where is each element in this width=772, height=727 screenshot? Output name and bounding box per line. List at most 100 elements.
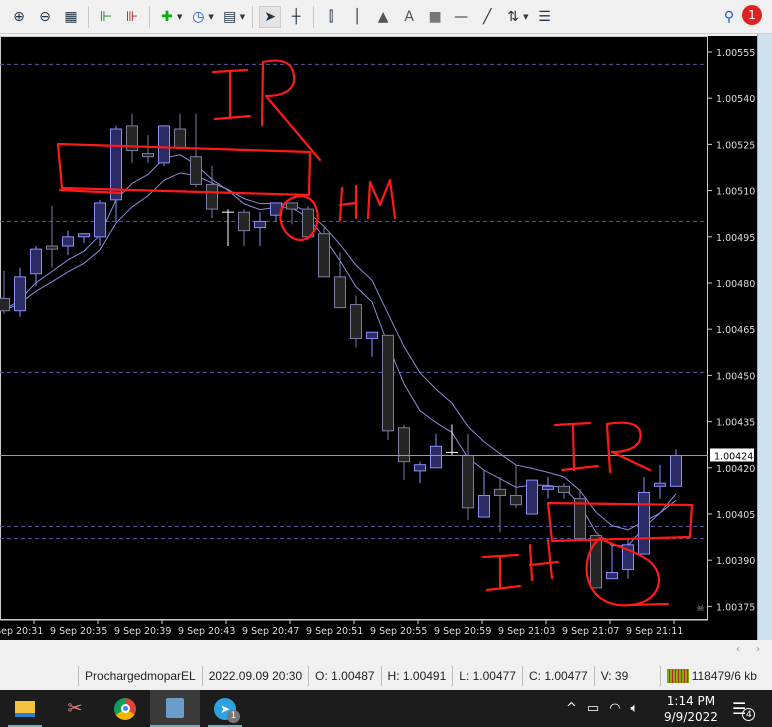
time-label: 9 Sep 20:59 <box>434 626 491 637</box>
time-label: 9 Sep 20:31 <box>0 626 43 637</box>
tray-chevron-icon[interactable]: ^ <box>566 701 577 716</box>
candle-body <box>126 125 138 152</box>
candle <box>654 464 666 499</box>
candle-body <box>366 331 378 339</box>
chart-shift-icon[interactable]: ⊪ <box>125 8 139 25</box>
candle-body <box>334 276 346 309</box>
candle-body <box>318 233 330 278</box>
triangle-icon[interactable]: ▲ <box>377 8 389 25</box>
time-label: 9 Sep 20:43 <box>178 626 235 637</box>
trendline-icon[interactable]: ╱ <box>482 8 492 25</box>
candle <box>254 212 266 247</box>
chart-canvas[interactable]: 1.00555 1.00540 1.00525 1.00510 1.00495 1.004… <box>0 36 757 640</box>
candle-body <box>254 220 266 229</box>
battery-icon[interactable]: ▭ <box>586 701 600 716</box>
candle-body <box>142 153 154 158</box>
text-icon[interactable]: A <box>404 8 414 25</box>
annotation-ir-bottom <box>553 421 652 474</box>
annotation-ir-top <box>211 59 322 162</box>
annotation-circle-hm <box>279 194 319 242</box>
price-label: 1.00495 <box>716 233 755 244</box>
candle-body <box>542 485 554 490</box>
crosshair-icon[interactable]: ┼ <box>291 8 301 25</box>
candle-body <box>190 156 202 185</box>
time-label: 9 Sep 20:47 <box>242 626 299 637</box>
taskbar-chrome[interactable] <box>100 690 150 727</box>
metatrader-icon <box>166 697 184 718</box>
candle <box>494 477 506 533</box>
candle-body <box>414 464 426 472</box>
price-label: 1.00510 <box>716 187 755 198</box>
taskbar-metatrader[interactable] <box>150 690 200 727</box>
dropdown-arrow-icon[interactable]: ▼ <box>177 12 183 21</box>
candle-body <box>14 276 26 312</box>
wifi-icon[interactable]: ◠ <box>609 701 621 716</box>
price-label: 1.00525 <box>716 140 755 151</box>
tile-windows-icon[interactable]: ▦ <box>64 8 78 25</box>
taskbar-snipping-tool[interactable]: ✂ <box>50 690 100 727</box>
price-label: 1.00405 <box>716 510 755 521</box>
scroll-right-button[interactable]: › <box>756 644 760 655</box>
search-icon[interactable]: ⚲ <box>723 8 735 25</box>
dropdown-arrow-icon[interactable]: ▼ <box>523 12 529 21</box>
candle-body <box>158 125 170 164</box>
clock[interactable]: 1:14 PM 9/9/2022 <box>664 690 718 727</box>
candle-body <box>494 488 506 497</box>
vertical-scrollbar[interactable] <box>757 34 772 640</box>
rectangle-icon[interactable]: ■ <box>428 8 442 25</box>
auto-scroll-icon[interactable]: ⊩ <box>99 8 113 25</box>
candle-body <box>654 482 666 487</box>
action-center-button[interactable]: ☰ 4 <box>732 690 756 727</box>
candle-body <box>462 454 474 509</box>
time-label: 9 Sep 21:03 <box>498 626 555 637</box>
new-indicator-icon[interactable]: ✚ <box>161 8 173 25</box>
candle <box>462 433 474 521</box>
timeframe-clock-icon[interactable]: ◷ <box>192 8 205 25</box>
price-label: 1.00480 <box>716 279 755 290</box>
candle <box>0 270 10 314</box>
chrome-icon <box>114 697 136 720</box>
price-label: 1.00390 <box>716 556 755 567</box>
price-chart[interactable]: 1.00555 1.00540 1.00525 1.00510 1.00495 1.004… <box>0 36 757 640</box>
expert-skull-icon: ☠ <box>696 603 705 614</box>
candle-body <box>110 128 122 201</box>
candle <box>574 489 586 542</box>
candle-body <box>238 211 250 232</box>
zoom-out-icon[interactable]: ⊖ <box>39 8 51 25</box>
taskbar-telegram[interactable]: ➤ 1 <box>200 690 250 727</box>
notification-icon[interactable]: 1 <box>742 5 762 25</box>
time-label: 9 Sep 21:07 <box>562 626 619 637</box>
candle <box>590 535 602 589</box>
divider <box>252 5 254 28</box>
zoom-in-icon[interactable]: ⊕ <box>13 8 25 25</box>
candle <box>366 331 378 357</box>
status-low: L: 1.00477 <box>452 666 522 686</box>
taskbar-file-explorer[interactable] <box>0 690 50 727</box>
connection-status: 118479/6 kb <box>659 666 763 686</box>
time-label: 9 Sep 20:51 <box>306 626 363 637</box>
candle <box>286 202 298 225</box>
moving-average-line-2 <box>3 172 677 531</box>
arrows-icon[interactable]: ⇅ <box>507 8 520 25</box>
candle <box>510 464 522 508</box>
candle-body <box>94 202 106 238</box>
price-label: 1.00420 <box>716 464 755 475</box>
bid-price-tag <box>710 448 754 462</box>
vertical-line-icon[interactable]: │ <box>352 8 362 25</box>
volume-icon[interactable]: 🔈︎ <box>630 701 639 716</box>
dropdown-arrow-icon[interactable]: ▼ <box>208 12 214 21</box>
chart-template-icon[interactable]: ▤ <box>223 8 237 25</box>
candle-body <box>30 248 42 275</box>
horizontal-line-icon[interactable]: — <box>454 8 469 25</box>
cursor-icon[interactable]: ➤ <box>259 5 282 28</box>
telegram-badge: 1 <box>227 710 240 723</box>
candle-body <box>622 544 634 570</box>
connection-bars-icon <box>666 669 689 683</box>
time-label: 9 Sep 21:11 <box>626 626 683 637</box>
candle-body <box>78 233 90 238</box>
period-separators-icon[interactable]: ⫿ <box>328 8 334 25</box>
dropdown-arrow-icon[interactable]: ▼ <box>239 12 246 21</box>
scissors-icon: ✂ <box>67 698 83 719</box>
fibonacci-icon[interactable]: ☰ <box>538 8 551 25</box>
scroll-left-button[interactable]: ‹ <box>736 644 740 655</box>
